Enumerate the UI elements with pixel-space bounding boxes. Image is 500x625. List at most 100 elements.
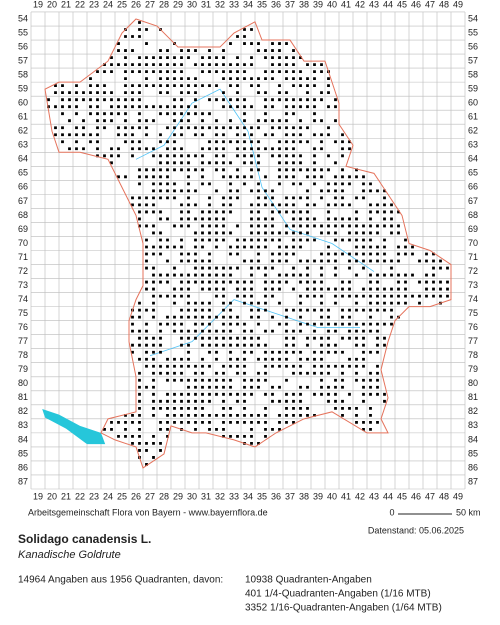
column-label: 26 bbox=[131, 0, 141, 9]
column-label: 46 bbox=[411, 0, 421, 9]
column-label: 48 bbox=[439, 491, 449, 501]
column-label: 25 bbox=[117, 0, 127, 9]
row-label: 81 bbox=[468, 392, 478, 402]
row-label: 55 bbox=[468, 27, 478, 37]
row-label: 54 bbox=[468, 13, 478, 23]
scale-end: 50 km bbox=[456, 507, 481, 517]
row-label: 61 bbox=[18, 112, 28, 122]
column-label: 34 bbox=[243, 0, 253, 9]
column-label: 44 bbox=[383, 0, 393, 9]
row-label: 72 bbox=[18, 266, 28, 276]
column-label: 19 bbox=[33, 0, 43, 9]
scale-start: 0 bbox=[389, 507, 394, 517]
column-label: 38 bbox=[299, 0, 309, 9]
row-label: 84 bbox=[468, 434, 478, 444]
row-label: 69 bbox=[468, 224, 478, 234]
row-label: 57 bbox=[18, 55, 28, 65]
column-label: 41 bbox=[341, 0, 351, 9]
row-label: 81 bbox=[18, 392, 28, 402]
row-label: 69 bbox=[18, 224, 28, 234]
column-label: 35 bbox=[257, 491, 267, 501]
column-label: 43 bbox=[369, 0, 379, 9]
column-label: 40 bbox=[327, 0, 337, 9]
state-border bbox=[44, 18, 452, 469]
column-label: 20 bbox=[47, 0, 57, 9]
column-label: 37 bbox=[285, 0, 295, 9]
column-label: 31 bbox=[201, 491, 211, 501]
row-label: 82 bbox=[18, 406, 28, 416]
column-label: 28 bbox=[159, 491, 169, 501]
credit: Arbeitsgemeinschaft Flora von Bayern - w… bbox=[28, 507, 268, 517]
column-label: 32 bbox=[215, 0, 225, 9]
column-label: 21 bbox=[61, 0, 71, 9]
count-line: 10938 Quadranten-Angaben bbox=[245, 575, 372, 586]
row-label: 58 bbox=[468, 69, 478, 79]
row-label: 66 bbox=[18, 182, 28, 192]
column-label: 42 bbox=[355, 491, 365, 501]
row-label: 68 bbox=[18, 210, 28, 220]
row-label: 59 bbox=[468, 84, 478, 94]
row-label: 79 bbox=[468, 364, 478, 374]
column-label: 42 bbox=[355, 0, 365, 9]
column-label: 37 bbox=[285, 491, 295, 501]
row-label: 58 bbox=[18, 69, 28, 79]
row-label: 74 bbox=[18, 294, 28, 304]
row-label: 54 bbox=[18, 13, 28, 23]
row-label: 71 bbox=[468, 252, 478, 262]
row-label: 82 bbox=[468, 406, 478, 416]
column-label: 43 bbox=[369, 491, 379, 501]
row-label: 67 bbox=[468, 196, 478, 206]
river bbox=[149, 299, 360, 357]
count-line: 3352 1/16-Quadranten-Angaben (1/64 MTB) bbox=[245, 603, 442, 614]
row-label: 57 bbox=[468, 55, 478, 65]
column-label: 45 bbox=[397, 491, 407, 501]
species-name: Solidago canadensis L. bbox=[18, 532, 151, 546]
column-label: 23 bbox=[89, 491, 99, 501]
column-label: 36 bbox=[271, 0, 281, 9]
column-label: 39 bbox=[313, 0, 323, 9]
common-name: Kanadische Goldrute bbox=[18, 549, 121, 561]
row-label: 84 bbox=[18, 434, 28, 444]
row-label: 62 bbox=[468, 126, 478, 136]
column-label: 28 bbox=[159, 0, 169, 9]
column-label: 45 bbox=[397, 0, 407, 9]
column-label: 49 bbox=[453, 0, 463, 9]
column-label: 30 bbox=[187, 491, 197, 501]
column-label: 22 bbox=[75, 0, 85, 9]
column-label: 33 bbox=[229, 0, 239, 9]
row-label: 55 bbox=[18, 27, 28, 37]
lake bbox=[42, 409, 106, 445]
column-label: 47 bbox=[425, 491, 435, 501]
row-label: 72 bbox=[468, 266, 478, 276]
row-label: 65 bbox=[468, 168, 478, 178]
row-label: 86 bbox=[468, 462, 478, 472]
summary: 14964 Angaben aus 1956 Quadranten, davon… bbox=[18, 575, 223, 586]
column-label: 39 bbox=[313, 491, 323, 501]
column-label: 31 bbox=[201, 0, 211, 9]
row-label: 60 bbox=[18, 98, 28, 108]
column-label: 26 bbox=[131, 491, 141, 501]
row-label: 78 bbox=[468, 350, 478, 360]
row-label: 64 bbox=[468, 154, 478, 164]
column-label: 29 bbox=[173, 0, 183, 9]
column-label: 44 bbox=[383, 491, 393, 501]
column-label: 25 bbox=[117, 491, 127, 501]
column-label: 27 bbox=[145, 0, 155, 9]
count-line: 401 1/4-Quadranten-Angaben (1/16 MTB) bbox=[245, 589, 431, 600]
column-label: 24 bbox=[103, 491, 113, 501]
row-label: 76 bbox=[468, 322, 478, 332]
row-label: 63 bbox=[468, 140, 478, 150]
row-label: 77 bbox=[468, 336, 478, 346]
row-label: 73 bbox=[468, 280, 478, 290]
column-label: 41 bbox=[341, 491, 351, 501]
row-label: 73 bbox=[18, 280, 28, 290]
column-label: 21 bbox=[61, 491, 71, 501]
row-label: 86 bbox=[18, 462, 28, 472]
column-label: 49 bbox=[453, 491, 463, 501]
row-label: 74 bbox=[468, 294, 478, 304]
row-label: 56 bbox=[18, 41, 28, 51]
column-label: 23 bbox=[89, 0, 99, 9]
row-label: 80 bbox=[468, 378, 478, 388]
